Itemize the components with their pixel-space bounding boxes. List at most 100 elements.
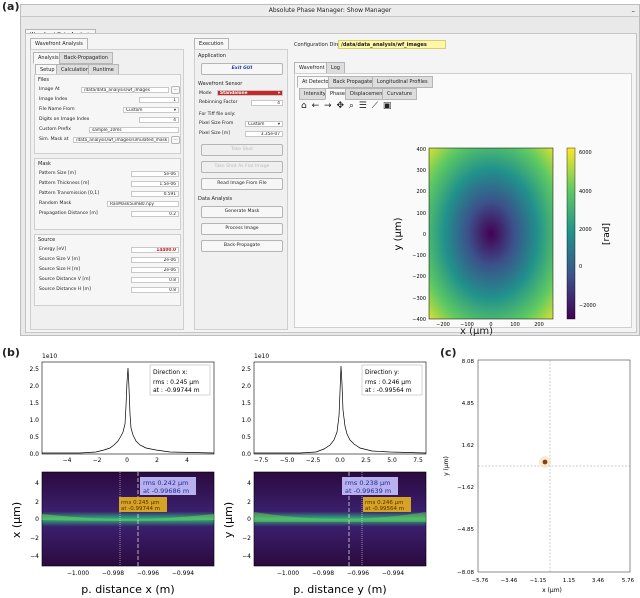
caustic-y-box2-rms: rms 0.246 µm: [365, 500, 404, 506]
profile-x-ytick: 1.5: [29, 400, 39, 407]
spot-ytick: 8.08: [462, 359, 475, 365]
image-at-field[interactable]: /data/data_analysis/wf_images: [81, 87, 169, 93]
caustic-y-beam: [254, 512, 426, 522]
pattern-thickness-field[interactable]: 1.5e-06: [131, 181, 179, 187]
profile-x-xtick: 4: [185, 457, 189, 464]
profile-x-xticks: −4 −2 0 2 4: [63, 457, 190, 464]
digits-field[interactable]: 4: [139, 117, 179, 123]
source-size-h-field[interactable]: 2e-06: [131, 267, 179, 273]
generate-mask-button[interactable]: Generate Mask: [201, 206, 283, 218]
take-shot-flat-button[interactable]: Take Shot As Flat Image: [201, 161, 283, 173]
pixel-size-field[interactable]: 3.35e-07: [245, 131, 283, 137]
back-arrow-icon[interactable]: ←: [311, 101, 320, 111]
profile-x-legend: [149, 364, 211, 396]
browse-image-button[interactable]: …: [171, 86, 180, 94]
mask-label-3: Random Mask: [39, 201, 72, 206]
source-title: Source: [38, 237, 56, 243]
caustic-y-ylabel: y (µm): [222, 502, 235, 538]
minimize-icon[interactable]: –: [631, 7, 636, 15]
caustic-x-beam: [42, 514, 214, 521]
caustic-x-box2-at: at -0.99744 m: [121, 506, 160, 512]
rebinning-label: Rebinning Factor: [199, 100, 238, 105]
forward-arrow-icon[interactable]: →: [324, 101, 332, 111]
tab-longitudinal-profiles[interactable]: Longitudinal Profiles: [372, 76, 433, 88]
profile-y-xtick: −5.0: [280, 457, 295, 464]
pixel-from-select[interactable]: Custom ▾: [245, 121, 283, 127]
source-distance-h-field[interactable]: 0.8: [131, 287, 179, 293]
window-titlebar: Absolute Phase Manager: Show Manager –: [21, 5, 639, 17]
propagation-distance-field[interactable]: 0.2: [131, 211, 179, 217]
caustic-x-box2: [119, 497, 167, 512]
profile-y-ytick: 2.0: [241, 383, 251, 390]
panel-c: 8.08 4.85 1.62 −1.62 −4.85 −8.08 −5.76 −…: [443, 359, 635, 594]
wavefront-box: At Detector Back Propagated Longitudinal…: [294, 73, 632, 328]
edit-curve-icon[interactable]: ⟋: [371, 101, 379, 111]
mode-label: Mode: [199, 91, 212, 96]
source-label-4: Source Distance H [m]: [39, 287, 91, 292]
pattern-transmission-field[interactable]: 0.591: [131, 191, 179, 197]
tab-analysis[interactable]: Analysis: [33, 52, 64, 64]
tab-curvature[interactable]: Curvature: [382, 88, 417, 100]
main-area: Wavefront Analysis Analysis Back-Propaga…: [25, 33, 637, 333]
spot-xtick: −5.76: [472, 578, 489, 584]
sim-mask-field[interactable]: /data_analysis/wf_images/simulated_mask: [73, 137, 169, 143]
profile-y-xtick: −2.5: [306, 457, 321, 464]
process-image-button[interactable]: Process Image: [201, 223, 283, 235]
take-shot-button[interactable]: Take Shot: [201, 144, 283, 156]
panel-b: 1e10 2.5 2.0 1.5 1.0 0.5 0.0 −4 −2 0 2 4…: [10, 353, 427, 596]
file-name-from-select[interactable]: Custom ▾: [123, 107, 179, 113]
plot-toolbar: ⌂ ← → ✥ ⌕ ☰ ⟋ ▣: [301, 101, 391, 111]
rebinning-field[interactable]: 4: [251, 100, 283, 106]
caustic-x-yticks: 4 2 0 −2 −4: [30, 480, 39, 560]
mask-title: Mask: [38, 161, 51, 167]
source-size-v-field[interactable]: 2e-06: [131, 257, 179, 263]
profile-y-legend-title: Direction y:: [365, 369, 399, 376]
caustic-x-box1: [140, 477, 196, 495]
profile-x-ytick: 1.0: [29, 417, 39, 424]
profile-x-legend-at: at : -0.99744 m: [153, 387, 200, 394]
tab-back-propagation[interactable]: Back-Propagation: [59, 52, 113, 64]
save-icon[interactable]: ▣: [382, 101, 392, 111]
image-index-field[interactable]: 1: [139, 97, 179, 103]
energy-field[interactable]: 14400.0: [131, 247, 179, 253]
profile-y-ytick: 1.0: [241, 417, 251, 424]
phase-ytick: 0: [423, 232, 426, 238]
phase-xtick: −200: [436, 322, 450, 328]
browse-mask-button[interactable]: …: [171, 136, 180, 144]
phase-ytick: 100: [416, 211, 426, 217]
caustic-x-ytick: −2: [30, 535, 39, 542]
profile-y-legend-rms: rms : 0.246 µm: [365, 379, 411, 386]
pan-icon[interactable]: ✥: [336, 101, 344, 111]
source-distance-v-field[interactable]: 0.8: [131, 277, 179, 283]
mode-select[interactable]: Standalone ▾: [217, 90, 283, 96]
main-tabbar: Wavefront Data Analysis: [25, 21, 97, 41]
configure-icon[interactable]: ☰: [358, 101, 367, 111]
caustic-x-xticks: −1.000 −0.998 −0.996 −0.994: [67, 570, 194, 577]
custom-prefix-field[interactable]: sample_10ms: [89, 127, 179, 133]
random-mask-field[interactable]: RanMask5umB0.npy: [107, 201, 179, 207]
profile-y-yticks: 2.5 2.0 1.5 1.0 0.5 0.0: [241, 366, 251, 458]
home-icon[interactable]: ⌂: [301, 101, 307, 111]
chevron-down-icon: ▾: [277, 122, 280, 127]
caustic-y-ytick: −2: [242, 535, 251, 542]
mask-group: Mask Pattern Size [m] 5e-06 Pattern Thic…: [34, 158, 181, 230]
source-group: Source Energy [eV] 14400.0 Source Size V…: [34, 234, 181, 306]
exit-gui-button[interactable]: Exit GUI: [201, 63, 283, 75]
spot-xtick: 1.15: [563, 578, 576, 584]
profile-y-xtick: −7.5: [254, 457, 269, 464]
spot-ytick: −1.62: [457, 485, 474, 491]
config-dir-field[interactable]: /data/data_analysis/wf_images: [338, 40, 446, 49]
phase-map: [428, 147, 554, 320]
pattern-size-field[interactable]: 5e-06: [131, 171, 179, 177]
zoom-icon[interactable]: ⌕: [348, 101, 354, 111]
caustic-y-ytick: 0: [247, 516, 251, 523]
profile-y-xticks: −7.5 −5.0 −2.5 0.0 2.5 5.0 7.5: [254, 457, 423, 464]
phase-xtick: −100: [460, 322, 474, 328]
back-propagate-button[interactable]: Back-Propagate: [201, 240, 283, 252]
tab-displacement[interactable]: Displacement: [345, 88, 390, 100]
read-image-button[interactable]: Read Image From File: [201, 178, 283, 190]
profile-x-ytick: 2.0: [29, 383, 39, 390]
profile-x-ytick: 0.0: [29, 451, 39, 458]
source-label-3: Source Distance V [m]: [39, 277, 91, 282]
caustic-y-ytick: 4: [247, 480, 251, 487]
